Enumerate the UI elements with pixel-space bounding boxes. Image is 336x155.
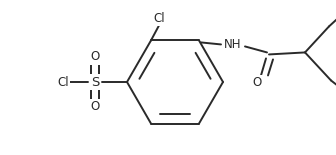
Text: NH: NH xyxy=(224,38,242,51)
Text: O: O xyxy=(252,76,262,89)
Text: O: O xyxy=(90,51,100,64)
Text: O: O xyxy=(90,100,100,113)
Text: Cl: Cl xyxy=(153,12,165,25)
Text: S: S xyxy=(91,75,99,89)
Text: Cl: Cl xyxy=(57,75,69,89)
